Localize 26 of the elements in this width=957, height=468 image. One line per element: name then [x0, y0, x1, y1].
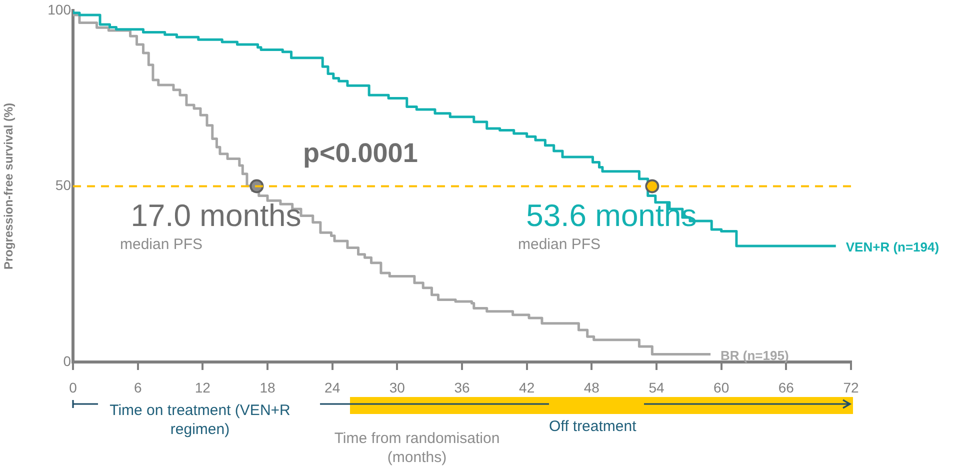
x-axis-title: Time from randomisation (months) [333, 429, 501, 467]
y-axis-title: Progression-free survival (%) [2, 102, 16, 270]
x-tick-label: 54 [648, 379, 664, 396]
x-tick-label: 18 [260, 379, 276, 396]
series-label: VEN+R (n=194) [846, 240, 940, 255]
text: Off treatment [549, 418, 636, 435]
text: Time on treatment (VEN+R regimen) [108, 401, 292, 439]
x-tick-label: 42 [519, 379, 535, 396]
x-tick-label: 12 [194, 379, 211, 396]
y-tick-label: 100 [48, 1, 72, 18]
x-tick-label: 30 [389, 379, 406, 396]
x-tick-label: 36 [454, 379, 470, 396]
annotation: median PFS [120, 236, 203, 253]
y-tick-label: 0 [63, 352, 72, 369]
annotation: p<0.0001 [303, 138, 418, 169]
annotation: median PFS [518, 236, 601, 253]
x-tick-label: 66 [778, 379, 794, 396]
x-tick-label: 6 [134, 379, 142, 396]
x-tick-label: 72 [843, 379, 859, 396]
y-tick-label: 50 [55, 177, 72, 194]
series-label: BR (n=195) [720, 348, 789, 363]
x-tick-label: 60 [714, 379, 730, 396]
x-tick-label: 24 [324, 379, 340, 396]
annotation: 53.6 months [526, 198, 697, 234]
x-tick-label: 48 [584, 379, 600, 396]
annotation: 17.0 months [130, 198, 302, 234]
